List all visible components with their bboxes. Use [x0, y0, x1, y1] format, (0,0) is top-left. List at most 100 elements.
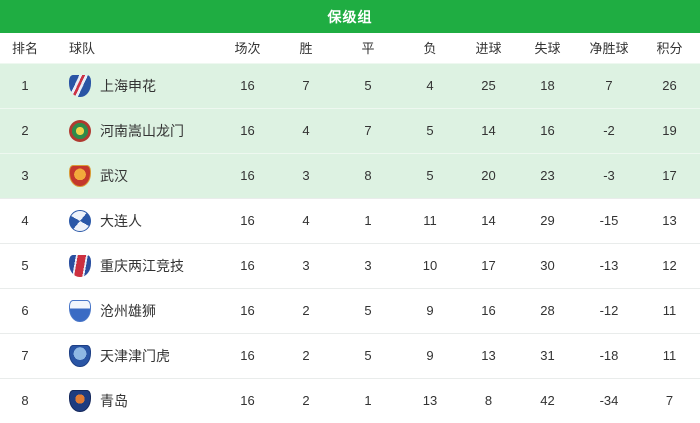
rank-cell: 1 — [0, 62, 50, 108]
gf-cell: 17 — [461, 242, 516, 288]
played-cell: 16 — [220, 332, 275, 378]
team-wrap: 重庆两江竞技 — [50, 254, 220, 277]
team-cell[interactable]: 大连人 — [50, 197, 220, 243]
gd-cell: -2 — [579, 107, 639, 153]
pts-cell: 26 — [639, 62, 700, 108]
table-row[interactable]: 7 天津津门虎 16 2 5 9 13 31 -18 11 — [0, 332, 700, 378]
col-header-draw: 平 — [361, 41, 375, 57]
table-row[interactable]: 2 河南嵩山龙门 16 4 7 5 14 16 -2 19 — [0, 107, 700, 153]
team-logo-icon — [69, 389, 91, 412]
col-header-pts: 积分 — [656, 41, 683, 57]
ga-cell: 16 — [516, 107, 579, 153]
gf-cell: 13 — [461, 332, 516, 378]
rank-cell: 2 — [0, 107, 50, 153]
played-cell: 16 — [220, 287, 275, 333]
table-row[interactable]: 1 上海申花 16 7 5 4 25 18 7 26 — [0, 62, 700, 108]
table-header: 排名 球队 场次 胜 平 负 进球 失球 净胜球 积分 — [0, 33, 700, 63]
gd-cell: -12 — [579, 287, 639, 333]
draw-cell: 3 — [337, 242, 399, 288]
loss-cell: 13 — [399, 377, 461, 423]
win-cell: 3 — [275, 152, 337, 198]
team-cell[interactable]: 武汉 — [50, 152, 220, 198]
table-header-row: 排名 球队 场次 胜 平 负 进球 失球 净胜球 积分 — [0, 33, 700, 63]
gd-cell: -15 — [579, 197, 639, 243]
win-cell: 2 — [275, 332, 337, 378]
team-cell[interactable]: 沧州雄狮 — [50, 287, 220, 333]
rank-cell: 7 — [0, 332, 50, 378]
team-logo-icon — [69, 164, 91, 187]
team-name[interactable]: 武汉 — [100, 167, 128, 184]
gd-cell: 7 — [579, 62, 639, 108]
team-name[interactable]: 青岛 — [100, 392, 128, 409]
team-cell[interactable]: 天津津门虎 — [50, 332, 220, 378]
gf-cell: 25 — [461, 62, 516, 108]
gd-cell: -3 — [579, 152, 639, 198]
gf-cell: 8 — [461, 377, 516, 423]
group-title: 保级组 — [327, 8, 373, 25]
team-wrap: 武汉 — [50, 164, 220, 187]
win-cell: 7 — [275, 62, 337, 108]
pts-cell: 11 — [639, 332, 700, 378]
col-header-gd: 净胜球 — [589, 41, 629, 57]
pts-cell: 13 — [639, 197, 700, 243]
team-logo-icon — [69, 254, 91, 277]
ga-cell: 31 — [516, 332, 579, 378]
team-logo-icon — [69, 344, 91, 367]
team-name[interactable]: 大连人 — [100, 212, 142, 229]
played-cell: 16 — [220, 107, 275, 153]
team-wrap: 沧州雄狮 — [50, 299, 220, 322]
table-row[interactable]: 5 重庆两江竞技 16 3 3 10 17 30 -13 12 — [0, 242, 700, 288]
played-cell: 16 — [220, 152, 275, 198]
team-cell[interactable]: 重庆两江竞技 — [50, 242, 220, 288]
team-name[interactable]: 河南嵩山龙门 — [100, 122, 184, 139]
ga-cell: 18 — [516, 62, 579, 108]
ga-cell: 30 — [516, 242, 579, 288]
team-wrap: 大连人 — [50, 209, 220, 232]
rank-cell: 6 — [0, 287, 50, 333]
draw-cell: 5 — [337, 287, 399, 333]
table-row[interactable]: 6 沧州雄狮 16 2 5 9 16 28 -12 11 — [0, 287, 700, 333]
col-header-rank: 排名 — [11, 41, 38, 57]
win-cell: 2 — [275, 287, 337, 333]
table-row[interactable]: 3 武汉 16 3 8 5 20 23 -3 17 — [0, 152, 700, 198]
team-cell[interactable]: 青岛 — [50, 377, 220, 423]
team-logo-icon — [69, 299, 91, 322]
win-cell: 2 — [275, 377, 337, 423]
rank-cell: 5 — [0, 242, 50, 288]
team-name[interactable]: 上海申花 — [100, 77, 156, 94]
gd-cell: -13 — [579, 242, 639, 288]
win-cell: 4 — [275, 107, 337, 153]
gf-cell: 20 — [461, 152, 516, 198]
gd-cell: -18 — [579, 332, 639, 378]
team-name[interactable]: 重庆两江竞技 — [100, 257, 184, 274]
gd-cell: -34 — [579, 377, 639, 423]
team-cell[interactable]: 上海申花 — [50, 62, 220, 108]
team-name[interactable]: 天津津门虎 — [100, 347, 170, 364]
draw-cell: 7 — [337, 107, 399, 153]
table-row[interactable]: 8 青岛 16 2 1 13 8 42 -34 7 — [0, 377, 700, 423]
team-logo-icon — [69, 119, 91, 142]
gf-cell: 14 — [461, 107, 516, 153]
ga-cell: 42 — [516, 377, 579, 423]
team-logo-icon — [69, 74, 91, 97]
draw-cell: 8 — [337, 152, 399, 198]
col-header-team: 球队 — [69, 41, 96, 57]
group-title-bar: 保级组 — [0, 0, 700, 33]
team-cell[interactable]: 河南嵩山龙门 — [50, 107, 220, 153]
loss-cell: 9 — [399, 332, 461, 378]
team-wrap: 上海申花 — [50, 74, 220, 97]
team-name[interactable]: 沧州雄狮 — [100, 302, 156, 319]
col-header-loss: 负 — [423, 41, 437, 57]
draw-cell: 1 — [337, 197, 399, 243]
loss-cell: 10 — [399, 242, 461, 288]
pts-cell: 19 — [639, 107, 700, 153]
table-row[interactable]: 4 大连人 16 4 1 11 14 29 -15 13 — [0, 197, 700, 243]
played-cell: 16 — [220, 62, 275, 108]
loss-cell: 9 — [399, 287, 461, 333]
pts-cell: 17 — [639, 152, 700, 198]
loss-cell: 5 — [399, 107, 461, 153]
team-wrap: 河南嵩山龙门 — [50, 119, 220, 142]
gf-cell: 16 — [461, 287, 516, 333]
pts-cell: 12 — [639, 242, 700, 288]
